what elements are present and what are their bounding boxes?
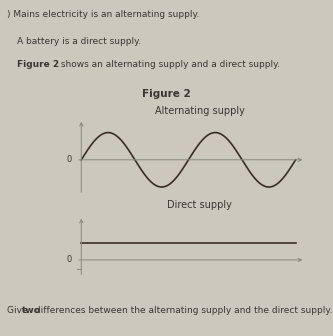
- Text: differences between the alternating supply and the direct supply.: differences between the alternating supp…: [32, 306, 333, 315]
- Text: Alternating supply: Alternating supply: [155, 106, 245, 116]
- Text: Figure 2: Figure 2: [142, 89, 191, 99]
- Text: 0: 0: [66, 155, 72, 164]
- Text: Give: Give: [7, 306, 30, 315]
- Text: Figure 2: Figure 2: [17, 60, 59, 70]
- Text: Direct supply: Direct supply: [167, 200, 232, 210]
- Text: shows an alternating supply and a direct supply.: shows an alternating supply and a direct…: [58, 60, 280, 70]
- Text: two: two: [22, 306, 41, 315]
- Text: ) Mains electricity is an alternating supply.: ) Mains electricity is an alternating su…: [7, 10, 199, 19]
- Text: A battery is a direct supply.: A battery is a direct supply.: [17, 37, 141, 46]
- Text: 0: 0: [66, 255, 72, 264]
